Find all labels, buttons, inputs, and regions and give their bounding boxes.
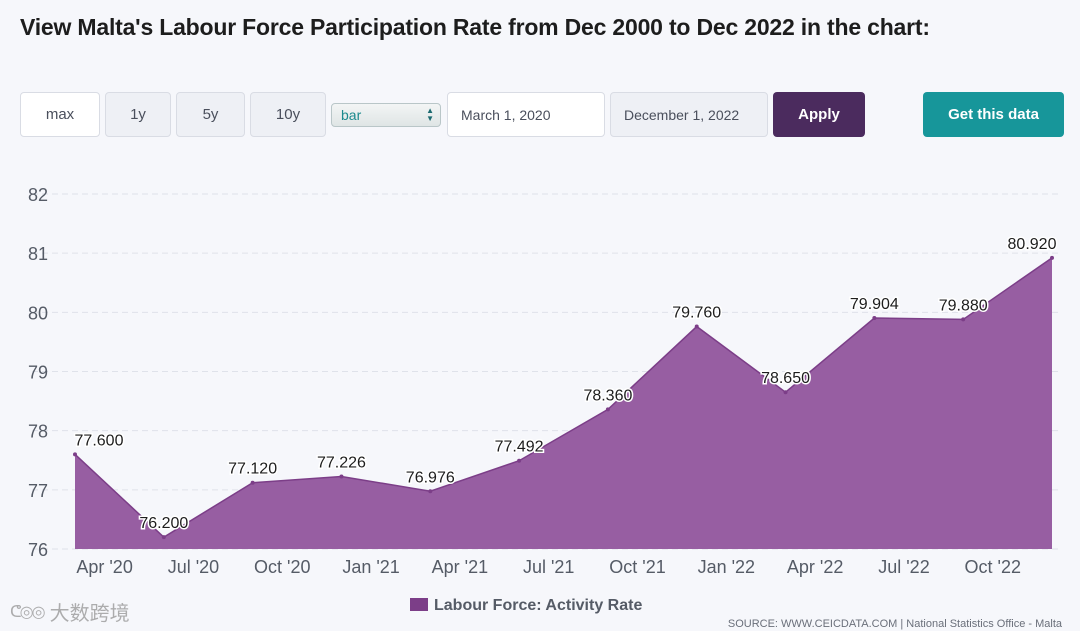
x-tick-label: Apr '20 bbox=[76, 557, 132, 577]
data-point bbox=[1050, 255, 1054, 260]
data-label: 77.226 bbox=[317, 454, 366, 471]
y-tick-label: 82 bbox=[28, 185, 48, 205]
x-tick-label: Jul '22 bbox=[878, 557, 929, 577]
watermark: ᕦ◎◎ 大数跨境 bbox=[10, 597, 130, 626]
y-tick-label: 81 bbox=[28, 244, 48, 264]
x-tick-label: Apr '22 bbox=[787, 557, 843, 577]
x-tick-label: Jul '20 bbox=[168, 557, 219, 577]
data-point bbox=[961, 317, 966, 322]
y-tick-label: 77 bbox=[28, 481, 48, 501]
data-point bbox=[250, 480, 255, 485]
data-label: 78.650 bbox=[761, 370, 810, 387]
data-label: 79.904 bbox=[850, 296, 899, 313]
y-tick-label: 76 bbox=[28, 540, 48, 560]
data-label: 78.360 bbox=[583, 387, 632, 404]
apply-button[interactable]: Apply bbox=[773, 92, 865, 137]
legend-swatch bbox=[410, 598, 428, 611]
data-label: 77.600 bbox=[75, 432, 124, 449]
area-series bbox=[75, 257, 1052, 549]
range-5y-button[interactable]: 5y bbox=[176, 92, 245, 137]
chart-type-select[interactable]: bar ▲ ▼ bbox=[331, 103, 441, 127]
legend-label: Labour Force: Activity Rate bbox=[434, 597, 642, 614]
data-point bbox=[517, 458, 522, 463]
y-tick-label: 80 bbox=[28, 303, 48, 323]
x-tick-label: Jan '22 bbox=[698, 557, 755, 577]
x-tick-label: Oct '22 bbox=[965, 557, 1021, 577]
x-tick-label: Oct '21 bbox=[609, 557, 665, 577]
series-line bbox=[74, 257, 1053, 539]
y-tick-label: 78 bbox=[28, 422, 48, 442]
x-tick-label: Oct '20 bbox=[254, 557, 310, 577]
data-point bbox=[161, 535, 166, 540]
x-tick-label: Jul '21 bbox=[523, 557, 574, 577]
data-point bbox=[428, 489, 433, 494]
start-date-input[interactable]: March 1, 2020 bbox=[447, 92, 605, 137]
end-date-input[interactable]: December 1, 2022 bbox=[610, 92, 768, 137]
data-label: 77.492 bbox=[495, 439, 544, 456]
data-label: 79.760 bbox=[672, 305, 721, 322]
source-label: SOURCE: WWW.CEICDATA.COM | National Stat… bbox=[728, 618, 1063, 630]
data-label: 77.120 bbox=[228, 461, 277, 478]
data-point bbox=[73, 452, 77, 457]
data-point bbox=[605, 407, 610, 412]
data-point bbox=[872, 316, 877, 321]
range-10y-button[interactable]: 10y bbox=[250, 92, 326, 137]
data-label: 76.200 bbox=[139, 515, 188, 532]
y-tick-label: 79 bbox=[28, 363, 48, 383]
watermark-logo-icon: ᕦ◎◎ bbox=[10, 603, 46, 621]
watermark-text: 大数跨境 bbox=[49, 603, 130, 625]
data-point bbox=[694, 324, 699, 329]
data-label: 80.920 bbox=[1008, 236, 1057, 253]
data-label: 79.880 bbox=[939, 297, 988, 314]
x-tick-label: Apr '21 bbox=[432, 557, 488, 577]
data-label: 76.976 bbox=[406, 469, 455, 486]
data-point bbox=[783, 390, 788, 395]
get-this-data-button[interactable]: Get this data bbox=[923, 92, 1064, 137]
x-tick-label: Jan '21 bbox=[342, 557, 399, 577]
range-1y-button[interactable]: 1y bbox=[105, 92, 171, 137]
toolbar: max 1y 5y 10y bar ▲ ▼ March 1, 2020 Decem… bbox=[0, 0, 1080, 150]
select-arrows-icon: ▲ ▼ bbox=[426, 106, 434, 123]
range-max-button[interactable]: max bbox=[20, 92, 100, 137]
chart-type-select-value: bar bbox=[341, 107, 362, 123]
page-title: View Malta's Labour Force Participation … bbox=[20, 14, 930, 40]
data-point bbox=[339, 474, 344, 479]
